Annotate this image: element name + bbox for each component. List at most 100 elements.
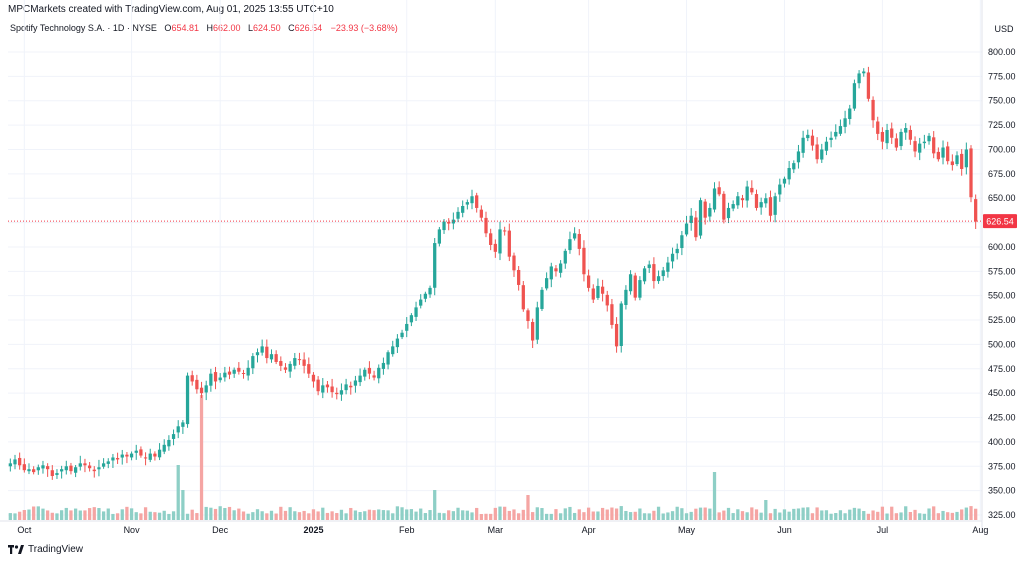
volume-bar [433,490,437,520]
candle-body [87,465,92,469]
last-price-label: 626.54 [986,217,1014,227]
price-axis[interactable]: USD 325.00 350.00 375.00 400.00 425.00 450.00 4… [981,0,1017,532]
candle-body [377,367,381,379]
candle-body [451,219,455,224]
volume-bar [554,509,558,520]
volume-bar [372,510,376,520]
candle-body [46,466,50,470]
volume-bar [974,508,978,520]
volume-bar [302,510,306,520]
candle-body [517,269,521,285]
candle-body [50,470,54,477]
candle-body [838,126,843,134]
volume-bar [792,508,796,520]
volume-bar [153,512,157,520]
volume-bar [941,510,945,520]
candle-body [409,315,414,323]
candle-body [820,149,824,160]
volume-bar [526,495,530,520]
candle-body [540,289,544,309]
volume-bar [540,508,544,520]
candle-body [195,379,199,390]
candle-body [740,198,745,201]
candle-body [279,361,283,366]
volume-bar [736,509,740,520]
volume-bar [680,508,684,520]
symbol-name: Spotify Technology S.A. · 1D · NYSE [10,23,157,33]
candle-body [395,338,400,348]
candle-body [759,202,763,208]
candle-body [852,83,857,109]
volume-bar [684,513,689,520]
volume-bar [778,512,782,520]
volume-bar [316,511,320,520]
time-tick-label: Jul [877,525,889,535]
candle-body [512,255,516,271]
candle-body [521,285,525,310]
volume-bar [904,506,908,520]
volume-bar [381,510,386,520]
volume-bar [652,510,656,520]
candle-body [181,422,185,427]
candle-body [237,367,241,372]
volume-bar [596,511,600,520]
low-value: 624.50 [253,23,281,33]
volume-bar [894,513,899,520]
volume-bar [908,512,913,520]
volume-bar [731,513,735,520]
candle-body [134,450,138,453]
candle-body [405,323,409,331]
candle-body [479,209,483,218]
volume-bar [619,506,623,520]
candle-body [857,73,861,84]
volume-bar [36,506,40,520]
volume-bar [307,513,311,520]
volume-bar [185,513,190,520]
volume-bar [335,513,339,520]
volume-bar [255,509,260,520]
volume-bar [759,512,763,520]
volume-bar [549,513,553,520]
volume-bar [101,511,106,520]
candle-body [293,358,297,366]
candle-body [246,367,250,376]
candle-body [498,229,502,254]
volume-bar [521,509,525,520]
volume-bar [820,510,824,520]
volume-bar [405,509,409,520]
candle-body [946,146,950,162]
candle-body [717,187,721,195]
candle-body [64,466,68,471]
volume-bar [251,512,255,520]
volume-bar [293,511,297,520]
volume-bar [143,507,148,520]
candle-body [381,362,386,369]
candle-body [773,196,777,215]
candle-body [101,463,106,467]
high-value: 662.00 [212,23,241,33]
price-tick-label: 650.00 [988,193,1016,203]
volume-bar [512,509,516,520]
candle-body [876,121,880,134]
volume-bar [810,513,815,520]
candle-body [834,131,838,137]
volume-bar [223,507,227,520]
candle-body [941,147,945,158]
price-tick-label: 800.00 [988,47,1016,57]
candle-body [157,449,162,458]
volume-bar [470,512,474,520]
candle-body [862,71,866,74]
candle-body [913,141,917,152]
volume-bar [577,509,581,520]
volume-bar [115,513,120,520]
candle-body [890,128,894,138]
time-axis[interactable]: Oct Nov Dec 2025 Feb Mar Apr May Jun Jul Aug [0,520,988,535]
candle-body [918,143,922,153]
candle-body [18,457,22,466]
volume-bar [675,506,679,520]
volume-bar [157,512,162,520]
candle-body [768,197,773,216]
candle-body [974,199,978,222]
candle-body [213,372,218,382]
